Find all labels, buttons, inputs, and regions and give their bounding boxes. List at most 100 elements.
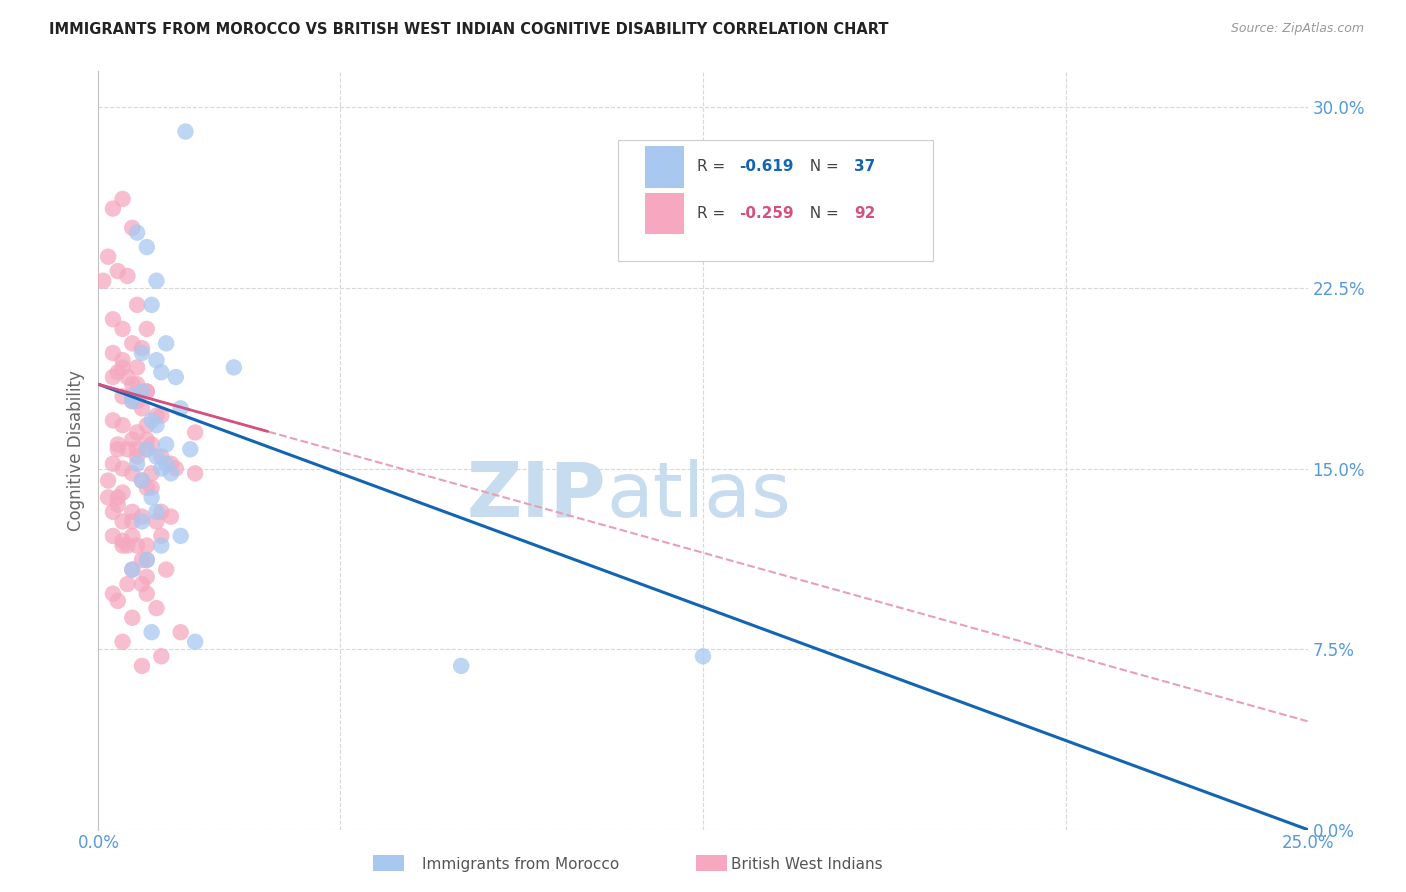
FancyBboxPatch shape bbox=[645, 145, 683, 187]
Point bbox=[121, 611, 143, 625]
Point bbox=[101, 505, 124, 519]
Point bbox=[111, 360, 134, 375]
Point bbox=[135, 384, 157, 399]
Point bbox=[135, 587, 157, 601]
Point bbox=[117, 268, 139, 283]
Point bbox=[131, 474, 153, 488]
Point bbox=[111, 461, 134, 475]
Point bbox=[107, 365, 129, 379]
Point bbox=[131, 346, 153, 360]
Point bbox=[117, 539, 139, 553]
Point bbox=[135, 442, 157, 457]
Point bbox=[111, 418, 134, 433]
Point bbox=[111, 322, 134, 336]
Point bbox=[131, 509, 153, 524]
Point bbox=[101, 346, 124, 360]
Point bbox=[97, 250, 120, 264]
Point bbox=[121, 389, 143, 403]
Point bbox=[184, 635, 207, 649]
Point bbox=[117, 577, 139, 591]
Point bbox=[101, 370, 124, 384]
Point bbox=[155, 336, 177, 351]
Point bbox=[121, 394, 143, 409]
Point bbox=[155, 457, 177, 471]
Point bbox=[692, 649, 714, 664]
Point bbox=[121, 505, 143, 519]
Point bbox=[107, 264, 129, 278]
Point bbox=[111, 539, 134, 553]
Point bbox=[111, 192, 134, 206]
Point bbox=[111, 353, 134, 368]
Point bbox=[101, 202, 124, 216]
Point bbox=[107, 498, 129, 512]
Point bbox=[111, 389, 134, 403]
Point bbox=[97, 474, 120, 488]
Point bbox=[160, 509, 183, 524]
Point bbox=[117, 370, 139, 384]
Point bbox=[97, 491, 120, 505]
Text: British West Indians: British West Indians bbox=[731, 857, 883, 872]
Point bbox=[131, 577, 153, 591]
Point bbox=[135, 322, 157, 336]
Y-axis label: Cognitive Disability: Cognitive Disability bbox=[66, 370, 84, 531]
Point bbox=[141, 413, 163, 427]
Point bbox=[121, 515, 143, 529]
Point bbox=[111, 533, 134, 548]
Point bbox=[222, 360, 245, 375]
Point bbox=[150, 529, 173, 543]
Point bbox=[150, 365, 173, 379]
Text: Immigrants from Morocco: Immigrants from Morocco bbox=[422, 857, 619, 872]
Point bbox=[155, 437, 177, 451]
Text: -0.619: -0.619 bbox=[740, 159, 794, 174]
Point bbox=[184, 425, 207, 440]
Text: N =: N = bbox=[800, 206, 844, 221]
Text: R =: R = bbox=[697, 159, 730, 174]
Point bbox=[121, 394, 143, 409]
Point bbox=[145, 450, 167, 464]
Point bbox=[150, 450, 173, 464]
Point bbox=[150, 649, 173, 664]
Point bbox=[127, 360, 149, 375]
Point bbox=[169, 529, 191, 543]
Point bbox=[145, 409, 167, 423]
Point bbox=[127, 377, 149, 392]
Point bbox=[131, 341, 153, 355]
Point bbox=[101, 529, 124, 543]
Point bbox=[135, 384, 157, 399]
Point bbox=[121, 563, 143, 577]
Text: -0.259: -0.259 bbox=[740, 206, 794, 221]
Point bbox=[107, 437, 129, 451]
Point bbox=[160, 457, 183, 471]
Point bbox=[150, 505, 173, 519]
Point bbox=[127, 298, 149, 312]
Point bbox=[155, 563, 177, 577]
Point bbox=[135, 481, 157, 495]
Point bbox=[135, 539, 157, 553]
Point bbox=[145, 601, 167, 615]
Point bbox=[179, 442, 201, 457]
Point bbox=[150, 539, 173, 553]
Point bbox=[165, 370, 187, 384]
Point bbox=[135, 433, 157, 447]
Text: 37: 37 bbox=[855, 159, 876, 174]
FancyBboxPatch shape bbox=[645, 193, 683, 235]
Point bbox=[101, 587, 124, 601]
Point bbox=[107, 442, 129, 457]
Point bbox=[121, 220, 143, 235]
FancyBboxPatch shape bbox=[619, 139, 932, 260]
Text: atlas: atlas bbox=[606, 459, 792, 533]
Point bbox=[131, 474, 153, 488]
Point bbox=[127, 442, 149, 457]
Text: IMMIGRANTS FROM MOROCCO VS BRITISH WEST INDIAN COGNITIVE DISABILITY CORRELATION : IMMIGRANTS FROM MOROCCO VS BRITISH WEST … bbox=[49, 22, 889, 37]
Point bbox=[131, 553, 153, 567]
Point bbox=[165, 461, 187, 475]
Point bbox=[131, 659, 153, 673]
Point bbox=[107, 491, 129, 505]
Point bbox=[141, 625, 163, 640]
Point bbox=[135, 570, 157, 584]
Point bbox=[145, 505, 167, 519]
Point bbox=[174, 124, 197, 138]
Point bbox=[141, 491, 163, 505]
Point bbox=[101, 457, 124, 471]
Point bbox=[121, 563, 143, 577]
